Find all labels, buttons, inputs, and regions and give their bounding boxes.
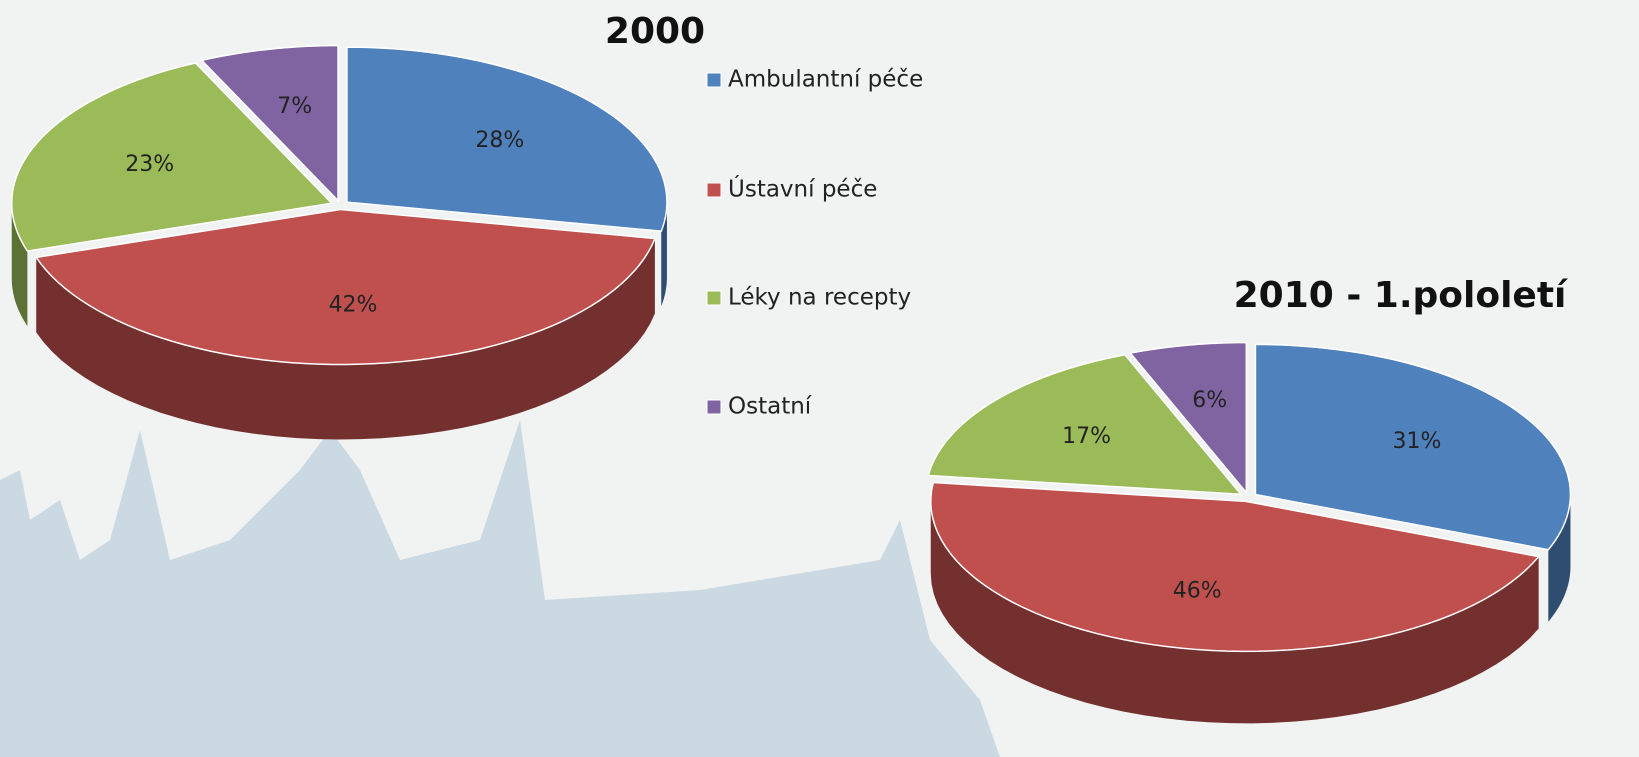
background-silhouette — [0, 420, 1000, 757]
legend-label: Ostatní — [728, 394, 812, 420]
slice — [930, 481, 1541, 653]
slice-side — [930, 501, 1539, 724]
data-label: 6% — [1192, 388, 1227, 413]
data-label: 7% — [277, 94, 312, 119]
slice — [10, 62, 334, 252]
legend-label: Ambulantní péče — [728, 67, 923, 93]
slice-side — [11, 203, 28, 327]
data-label: 31% — [1393, 429, 1442, 454]
legend-swatch — [706, 182, 722, 198]
legend-label: Ústavní péče — [728, 175, 877, 203]
slice-side — [1548, 494, 1571, 622]
legend-swatch — [706, 72, 722, 88]
data-label: 46% — [1173, 578, 1222, 603]
legend-swatch — [706, 290, 722, 306]
slice — [34, 208, 657, 366]
slice — [927, 353, 1243, 496]
legend-swatch — [706, 399, 722, 415]
data-label: 23% — [125, 152, 174, 177]
slice-side — [36, 238, 655, 440]
data-label: 17% — [1062, 424, 1111, 449]
slice — [1128, 341, 1248, 495]
slice — [1254, 343, 1572, 551]
slice — [200, 44, 339, 203]
chart-title: 2010 - 1.pololetí — [1234, 275, 1568, 316]
data-label: 28% — [475, 128, 524, 153]
chart-title: 2000 — [605, 11, 705, 52]
slice — [346, 46, 668, 232]
data-label: 42% — [329, 292, 378, 317]
legend-label: Léky na recepty — [728, 285, 911, 311]
